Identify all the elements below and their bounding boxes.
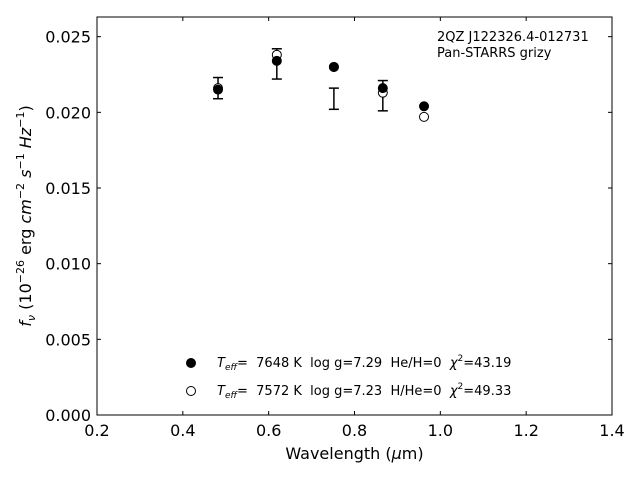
model-points xyxy=(213,49,430,122)
data-point-filled xyxy=(213,84,224,95)
x-tick-label: 0.6 xyxy=(256,421,281,440)
y-axis: 0.000 0.005 0.010 0.015 0.020 0.025 xyxy=(45,28,612,425)
data-point-open xyxy=(419,111,430,122)
x-axis-label: Wavelength (μm) xyxy=(285,444,423,463)
legend-marker-filled xyxy=(186,358,196,368)
y-tick-label: 0.020 xyxy=(45,103,91,122)
legend-entry-1: Teff= 7648 K log g=7.29 He/H=0 χ2=43.19 xyxy=(217,354,511,373)
y-tick-label: 0.010 xyxy=(45,255,91,274)
observed-errorbars xyxy=(213,48,388,112)
y-tick-label: 0.015 xyxy=(45,179,91,198)
x-tick-label: 0.8 xyxy=(342,421,367,440)
x-tick-label: 1.4 xyxy=(599,421,624,440)
legend-entry-2: Teff= 7572 K log g=7.23 H/He=0 χ2=49.33 xyxy=(217,382,511,401)
y-tick-label: 0.005 xyxy=(45,330,91,349)
data-point-filled xyxy=(419,101,430,112)
annotation-survey: Pan-STARRS grizy xyxy=(437,46,552,61)
data-point-filled xyxy=(271,55,282,66)
x-axis: 0.2 0.4 0.6 0.8 1.0 1.2 1.4 xyxy=(84,17,625,440)
x-tick-label: 1.2 xyxy=(513,421,538,440)
x-tick-label: 0.2 xyxy=(84,421,109,440)
data-point-filled xyxy=(328,61,339,72)
x-tick-label: 0.4 xyxy=(170,421,195,440)
annotation-object-name: 2QZ J122326.4-012731 xyxy=(437,30,589,45)
y-axis-label: fν (10−26 erg cm−2 s−1 Hz−1) xyxy=(14,105,38,326)
data-point-filled xyxy=(377,83,388,94)
y-tick-label: 0.000 xyxy=(45,406,91,425)
legend: Teff= 7648 K log g=7.29 He/H=0 χ2=43.19 … xyxy=(186,354,511,401)
x-tick-label: 1.0 xyxy=(428,421,453,440)
y-tick-label: 0.025 xyxy=(45,28,91,47)
errorbar xyxy=(328,87,339,111)
legend-marker-open xyxy=(186,386,196,396)
